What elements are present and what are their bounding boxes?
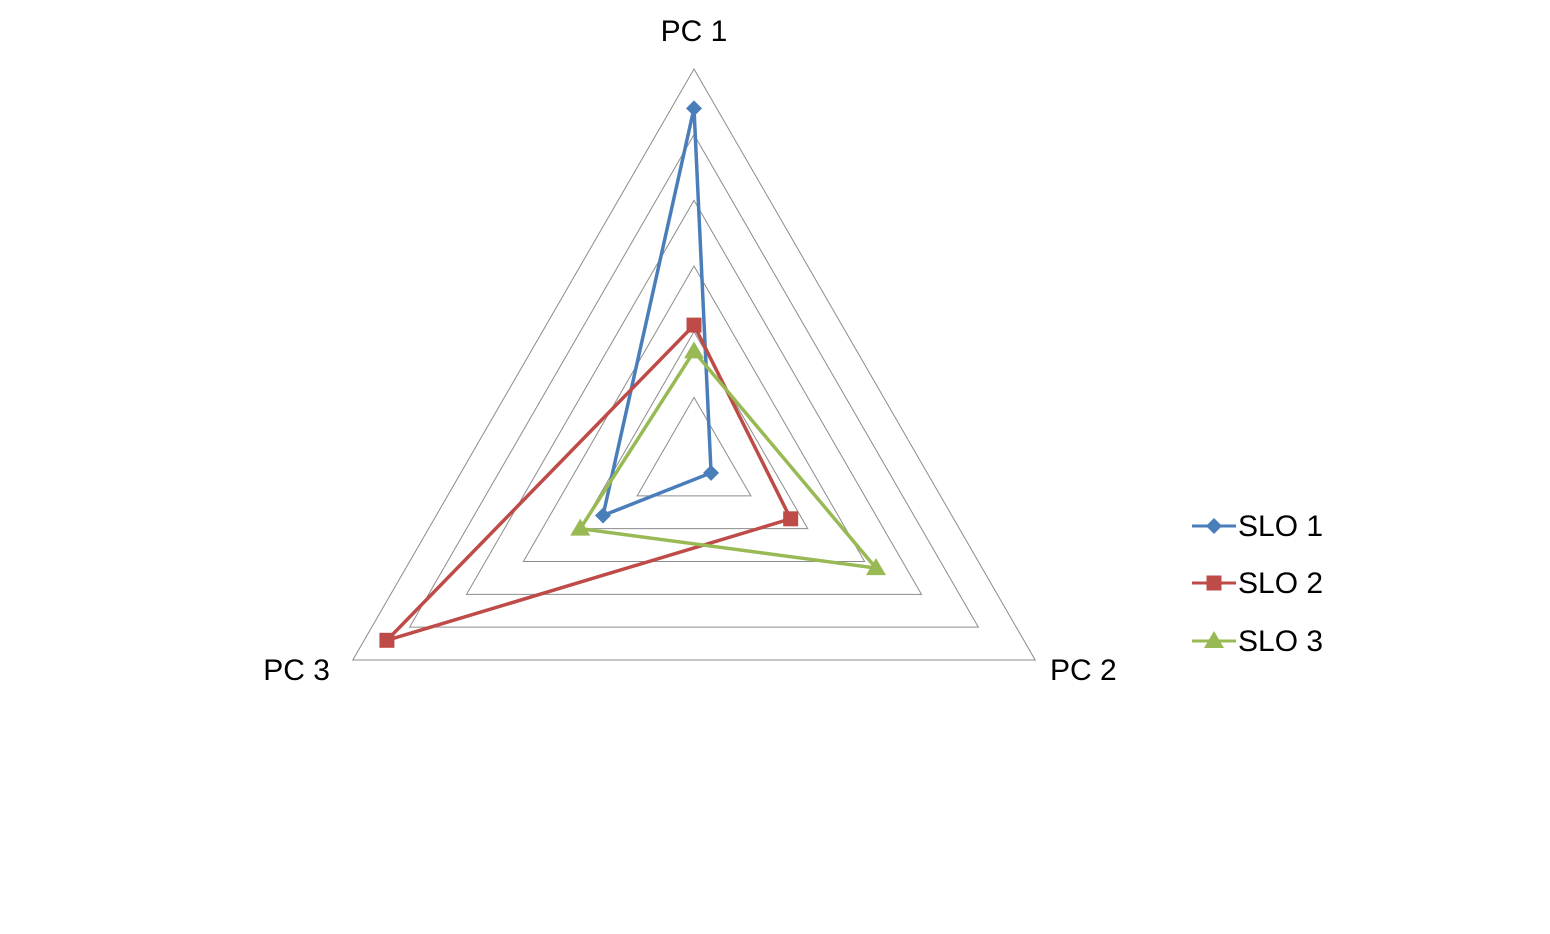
square-marker xyxy=(783,511,799,527)
axis-labels: PC 1 PC 2 PC 3 xyxy=(263,15,1116,687)
legend-diamond-marker xyxy=(1206,518,1222,534)
triangle-marker xyxy=(570,518,591,536)
series-slo-1 xyxy=(595,100,720,524)
square-marker xyxy=(686,317,702,333)
grid-ring xyxy=(522,264,866,562)
legend-item-slo2: SLO 2 xyxy=(1192,567,1323,600)
diamond-marker xyxy=(686,100,702,117)
series-slo-3 xyxy=(570,341,886,576)
series-line xyxy=(380,322,794,644)
square-marker xyxy=(379,632,395,648)
triangle-marker xyxy=(1204,631,1224,648)
triangle-marker xyxy=(865,558,886,576)
grid-rings xyxy=(351,67,1037,661)
legend-label-slo2: SLO 2 xyxy=(1238,567,1323,600)
series-layer xyxy=(379,100,886,648)
square-marker xyxy=(1206,575,1222,591)
legend-item-slo1: SLO 1 xyxy=(1192,510,1323,543)
grid-ring xyxy=(579,330,809,530)
legend-triangle-marker xyxy=(1204,631,1224,648)
grid-ring xyxy=(636,396,752,497)
legend-item-slo3: SLO 3 xyxy=(1192,625,1323,658)
diamond-marker xyxy=(703,464,720,481)
grid-ring xyxy=(408,133,980,628)
series-line xyxy=(577,348,881,571)
grid-ring xyxy=(351,67,1037,661)
series-line xyxy=(600,108,713,519)
axis-label-pc3: PC 3 xyxy=(263,654,330,687)
legend: SLO 1 SLO 2 SLO 3 xyxy=(1192,510,1323,658)
legend-label-slo1: SLO 1 xyxy=(1238,510,1323,543)
series-slo-2 xyxy=(379,317,799,648)
grid-ring xyxy=(465,199,923,595)
triangle-marker xyxy=(684,341,704,359)
diamond-marker xyxy=(1206,518,1222,534)
diamond-marker xyxy=(595,507,612,524)
axis-label-pc1: PC 1 xyxy=(661,15,728,48)
legend-square-marker xyxy=(1206,575,1222,591)
legend-label-slo3: SLO 3 xyxy=(1238,625,1323,658)
axis-label-pc2: PC 2 xyxy=(1050,654,1117,687)
